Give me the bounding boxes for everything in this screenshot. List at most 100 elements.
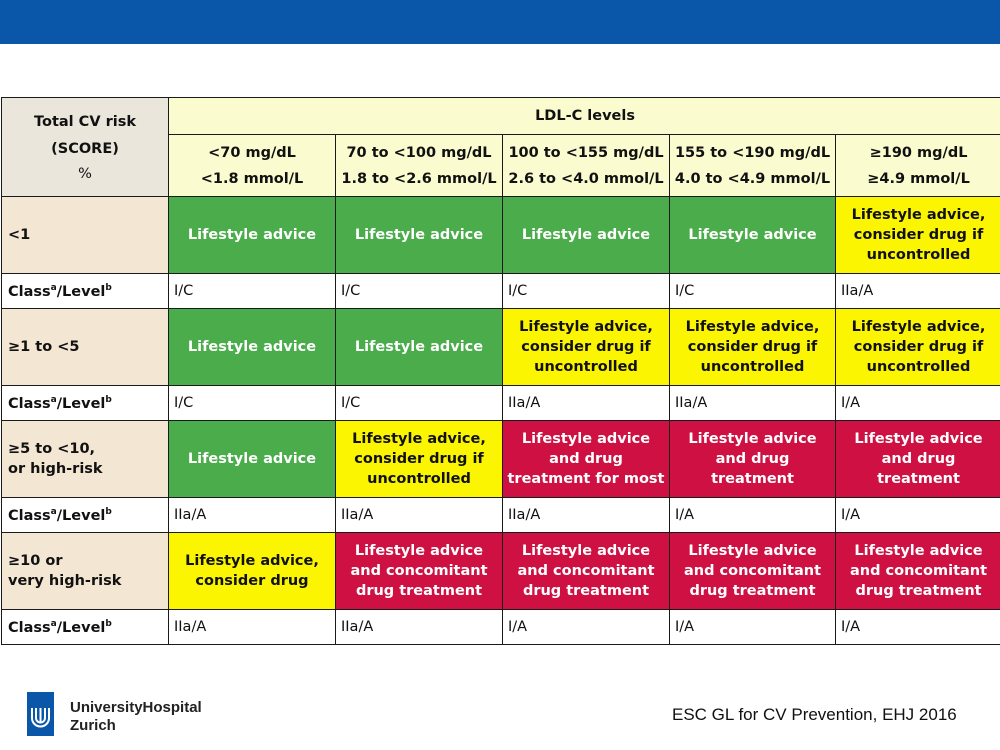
recommendation-cell: Lifestyle advice [502, 196, 670, 274]
class-level-label-part: b [105, 394, 112, 405]
recommendation-cell: Lifestyle advice, consider drug if uncon… [834, 308, 1000, 386]
class-level-value: IIa/A [669, 385, 836, 421]
table-body: <1 Lifestyle advice Lifestyle advice Lifest… [1, 196, 1000, 645]
class-level-value: I/C [335, 385, 503, 421]
class-level-row: Classa/Levelb I/C I/C IIa/A IIa/A I/A [1, 385, 1000, 421]
recommendation-text: Lifestyle advice and concomitant drug tr… [350, 543, 488, 599]
recommendation-cell: Lifestyle advice [168, 196, 336, 274]
recommendation-cell: Lifestyle advice [669, 196, 836, 274]
class-level-label-part: a [50, 506, 57, 517]
corner-title: Total CV risk [34, 114, 136, 130]
recommendation-text: Lifestyle advice [187, 339, 317, 355]
class-level-label-part: a [50, 618, 57, 629]
class-level-label-part: /Level [56, 507, 106, 524]
class-level-label-part: /Level [56, 619, 106, 636]
column-mmol: <1.8 mmol/L [200, 170, 304, 187]
ldl-levels-title: LDL-C levels [167, 97, 1000, 135]
recommendation-text: Lifestyle advice [354, 227, 484, 243]
recommendation-cell: Lifestyle advice, consider drug if uncon… [834, 196, 1000, 274]
recommendation-text: Lifestyle advice [354, 339, 484, 355]
risk-category: ≥10 or very high-risk [1, 532, 169, 610]
recommendation-cell: Lifestyle advice, consider drug if uncon… [335, 420, 503, 498]
class-level-label-part: b [105, 506, 112, 517]
class-level-row: Classa/Levelb IIa/A IIa/A I/A I/A I/A [1, 609, 1000, 645]
institution-line1: UniversityHospital [70, 699, 202, 716]
recommendation-text: Lifestyle advice and concomitant drug tr… [517, 543, 655, 599]
risk-category: ≥1 to <5 [1, 308, 169, 386]
corner-unit: % [78, 166, 92, 182]
class-level-row: Classa/Levelb I/C I/C I/C I/C IIa/A [1, 273, 1000, 309]
recommendation-cell: Lifestyle advice [335, 196, 503, 274]
class-level-value: I/A [669, 609, 836, 645]
recommendation-text: Lifestyle advice, consider drug if uncon… [685, 319, 820, 375]
column-header: ≥190 mg/dL ≥4.9 mmol/L [834, 134, 1000, 197]
recommendation-cell: Lifestyle advice and concomitant drug tr… [502, 532, 670, 610]
recommendation-text: Lifestyle advice, consider drug if uncon… [851, 319, 986, 375]
class-level-label-part: b [105, 618, 112, 629]
column-mg: 70 to <100 mg/dL [346, 144, 492, 161]
column-mg: 155 to <190 mg/dL [674, 144, 831, 161]
risk-label-line1: ≥5 to <10, [8, 441, 96, 457]
recommendation-text: Lifestyle advice [187, 227, 317, 243]
class-level-value: I/C [168, 273, 336, 309]
column-mg: <70 mg/dL [208, 144, 296, 161]
recommendation-row: <1 Lifestyle advice Lifestyle advice Lifest… [1, 196, 1000, 274]
recommendation-text: Lifestyle advice and drug treatment for … [507, 431, 665, 487]
recommendation-text: Lifestyle advice [688, 227, 817, 243]
recommendation-text: Lifestyle advice [521, 227, 651, 243]
class-level-value: I/A [834, 497, 1000, 533]
recommendation-cell: Lifestyle advice and concomitant drug tr… [834, 532, 1000, 610]
class-level-label: Classa/Levelb [1, 497, 169, 533]
risk-label-line2: or high-risk [8, 461, 103, 477]
class-level-label-part: /Level [56, 395, 106, 412]
recommendation-cell: Lifestyle advice and drug treatment [669, 420, 836, 498]
recommendation-cell: Lifestyle advice [168, 420, 336, 498]
class-level-value: IIa/A [335, 497, 503, 533]
risk-label-line1: <1 [8, 227, 31, 243]
column-mg: 100 to <155 mg/dL [508, 144, 664, 161]
table-corner-header: Total CV risk (SCORE) % [1, 97, 169, 197]
column-mmol: 4.0 to <4.9 mmol/L [674, 170, 831, 187]
recommendation-text: Lifestyle advice, consider drug if uncon… [851, 207, 986, 263]
class-level-value: I/A [502, 609, 670, 645]
recommendation-cell: Lifestyle advice, consider drug if uncon… [669, 308, 836, 386]
recommendation-text: Lifestyle advice [187, 451, 317, 467]
column-mmol: 1.8 to <2.6 mmol/L [341, 170, 497, 187]
class-level-label: Classa/Levelb [1, 609, 169, 645]
recommendation-cell: Lifestyle advice [168, 308, 336, 386]
class-level-label-part: Class [8, 395, 51, 412]
recommendation-cell: Lifestyle advice and drug treatment [834, 420, 1000, 498]
corner-subtitle: (SCORE) [51, 141, 119, 157]
recommendation-row: ≥1 to <5 Lifestyle advice Lifestyle advice… [1, 308, 1000, 386]
recommendation-text: Lifestyle advice, consider drug if uncon… [352, 431, 486, 487]
risk-label-line2: very high-risk [8, 573, 122, 589]
class-level-label-part: Class [8, 619, 51, 636]
citation: ESC GL for CV Prevention, EHJ 2016 [672, 705, 957, 724]
recommendation-text: Lifestyle advice, consider drug [185, 553, 319, 589]
class-level-label: Classa/Levelb [1, 385, 169, 421]
recommendation-text: Lifestyle advice and drug treatment [854, 431, 983, 487]
recommendation-row: ≥10 or very high-risk Lifestyle advice, co… [1, 532, 1000, 610]
recommendation-cell: Lifestyle advice and concomitant drug tr… [669, 532, 836, 610]
class-level-label-part: a [50, 394, 57, 405]
recommendation-cell: Lifestyle advice, consider drug [168, 532, 336, 610]
class-level-label: Classa/Levelb [1, 273, 169, 309]
class-level-value: IIa/A [502, 385, 670, 421]
risk-category: ≥5 to <10, or high-risk [1, 420, 169, 498]
class-level-label-part: /Level [56, 283, 106, 300]
recommendation-text: Lifestyle advice and concomitant drug tr… [850, 543, 988, 599]
class-level-value: IIa/A [502, 497, 670, 533]
hospital-logo-icon [27, 692, 54, 736]
column-header: <70 mg/dL <1.8 mmol/L [168, 134, 336, 197]
class-level-label-part: Class [8, 283, 51, 300]
class-level-value: I/A [834, 609, 1000, 645]
recommendation-text: Lifestyle advice and concomitant drug tr… [683, 543, 822, 599]
class-level-value: IIa/A [335, 609, 503, 645]
class-level-value: I/C [502, 273, 670, 309]
recommendation-cell: Lifestyle advice, consider drug if uncon… [502, 308, 670, 386]
column-mmol: ≥4.9 mmol/L [867, 170, 970, 187]
column-header: 70 to <100 mg/dL 1.8 to <2.6 mmol/L [335, 134, 503, 197]
class-level-value: I/C [669, 273, 836, 309]
class-level-value: I/C [168, 385, 336, 421]
recommendation-row: ≥5 to <10, or high-risk Lifestyle advice Li… [1, 420, 1000, 498]
